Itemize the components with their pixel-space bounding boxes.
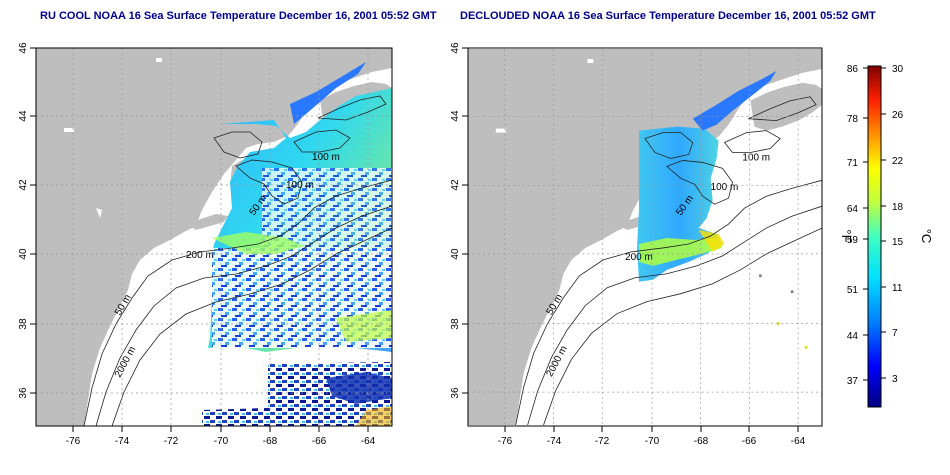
- x-tick-label: -70: [214, 436, 229, 447]
- y-tick-label: 36: [450, 387, 461, 399]
- scatter-dot: [758, 274, 762, 278]
- warm-patch: [356, 406, 392, 426]
- land-mass: [468, 49, 822, 425]
- y-tick-label: 38: [18, 318, 29, 330]
- nova-scotia-land: [750, 82, 822, 131]
- scatter-dot: [790, 290, 794, 294]
- map-gridlines: [468, 49, 822, 425]
- land-mass: [36, 48, 392, 426]
- x-tick-label: -64: [361, 436, 376, 447]
- x-tick-label: -68: [694, 436, 709, 447]
- y-tick-label: 40: [450, 248, 461, 260]
- fahrenheit-unit-label: °F: [839, 229, 854, 242]
- right-map-panel: 100 m 100 m 50 m 200 m 50 m 2000 m: [450, 42, 823, 447]
- x-tick-label: -66: [742, 436, 757, 447]
- map-frame: [467, 47, 823, 427]
- celsius-tick-label: 7: [892, 328, 898, 339]
- map-frame: [35, 47, 393, 427]
- y-tick-label: 42: [18, 179, 29, 191]
- sst-declouded-north: [692, 70, 777, 131]
- celsius-tick-label: 18: [892, 202, 904, 213]
- warm-streak: [698, 230, 725, 252]
- scatter-dot: [804, 345, 808, 349]
- x-tick-label: -70: [645, 436, 660, 447]
- x-tick-label: -74: [547, 436, 562, 447]
- cloud-noise-region: [262, 168, 392, 248]
- sst-swath-north: [290, 62, 366, 124]
- fahrenheit-tick-label: 51: [847, 285, 859, 296]
- x-tick-label: -74: [115, 436, 130, 447]
- lake: [587, 59, 594, 63]
- bathymetry-contours: [515, 96, 822, 426]
- temperature-colorbar: 86 78 71 64 59 51 44 37 30 26 22 18 15 1…: [839, 64, 934, 408]
- fahrenheit-tick-label: 44: [847, 331, 859, 342]
- celsius-tick-label: 22: [892, 156, 904, 167]
- contour-label: 100 m: [711, 182, 739, 193]
- lake: [156, 58, 162, 62]
- warm-streak: [639, 237, 723, 266]
- lake: [64, 128, 74, 132]
- y-tick-label: 46: [18, 42, 29, 54]
- celsius-tick-label: 15: [892, 237, 904, 248]
- x-tick-label: -68: [263, 436, 278, 447]
- y-tick-label: 40: [18, 248, 29, 260]
- fahrenheit-tick-label: 37: [847, 376, 859, 387]
- left-panel-title: RU COOL NOAA 16 Sea Surface Temperature …: [40, 10, 437, 22]
- map-gridlines: [36, 48, 392, 426]
- right-panel-title: DECLOUDED NOAA 16 Sea Surface Temperatur…: [460, 10, 876, 22]
- left-map-panel: 100 m 100 m 50 m 200 m 50 m 2000 m: [18, 42, 393, 447]
- swath-core: [326, 372, 392, 404]
- fahrenheit-tick-label: 78: [847, 114, 859, 125]
- warm-streak: [212, 232, 304, 254]
- celsius-tick-label: 11: [892, 283, 903, 294]
- y-tick-label: 46: [450, 42, 461, 54]
- x-tick-label: -66: [312, 436, 327, 447]
- fahrenheit-tick-label: 59: [847, 235, 859, 246]
- x-tick-label: -72: [164, 436, 179, 447]
- long-island-land: [186, 214, 228, 230]
- contour-label: 100 m: [312, 152, 340, 163]
- colorbar-gradient: [867, 65, 882, 408]
- y-tick-label: 36: [18, 387, 29, 399]
- fahrenheit-tick-label: 86: [847, 64, 859, 75]
- contour-label: 200 m: [186, 250, 214, 261]
- x-tick-label: -76: [498, 436, 513, 447]
- bathymetry-contours: [83, 95, 392, 426]
- contour-label: 200 m: [625, 252, 653, 263]
- fahrenheit-tick-label: 71: [847, 158, 859, 169]
- no-data-strip: [212, 352, 392, 364]
- fahrenheit-tick-label: 64: [847, 204, 859, 215]
- y-tick-label: 44: [18, 110, 29, 122]
- y-tick-label: 42: [450, 179, 461, 191]
- x-tick-label: -72: [595, 436, 610, 447]
- contour-label: 100 m: [286, 180, 314, 191]
- x-tick-label: -76: [66, 436, 81, 447]
- celsius-tick-label: 26: [892, 110, 904, 121]
- lake: [96, 208, 102, 218]
- warm-streak: [336, 310, 392, 342]
- y-tick-label: 44: [450, 110, 461, 122]
- celsius-unit-label: °C: [919, 229, 934, 244]
- lake: [495, 128, 506, 133]
- celsius-tick-label: 30: [892, 64, 904, 75]
- celsius-tick-label: 3: [892, 374, 898, 385]
- x-tick-label: -64: [791, 436, 806, 447]
- y-tick-label: 38: [450, 318, 461, 330]
- contour-label: 100 m: [742, 152, 770, 163]
